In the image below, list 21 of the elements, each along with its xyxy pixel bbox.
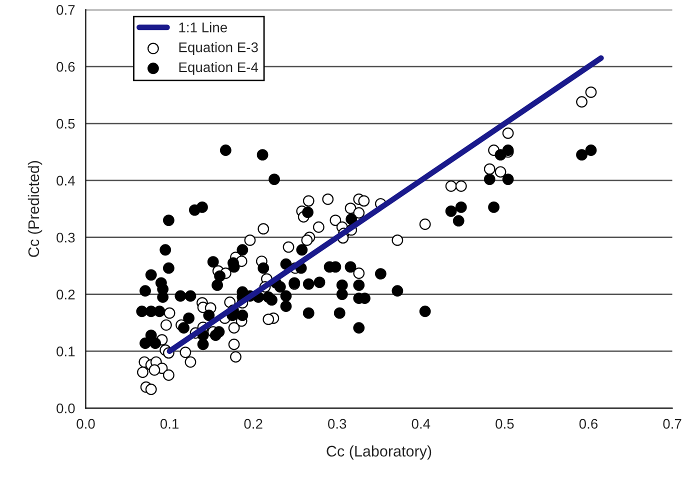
x-tick-label: 0.1 [160, 418, 179, 429]
y-tick-label: 0.0 [56, 403, 75, 414]
x-tick-label: 0.5 [496, 418, 514, 429]
x-tick-label: 0.7 [663, 418, 682, 429]
y-tick-label: 0.3 [56, 232, 75, 243]
legend-label: Equation E-3 [179, 42, 258, 55]
y-tick-label: 0.1 [56, 346, 75, 356]
x-tick-label: 0.2 [244, 418, 262, 429]
x-tick-label: 0.6 [579, 418, 598, 429]
y-tick-label: 0.5 [56, 118, 75, 129]
legend-label: Equation E-4 [179, 62, 258, 75]
x-axis-title: Cc (Laboratory) [326, 445, 432, 460]
y-tick-label: 0.6 [56, 62, 75, 72]
x-tick-label: 0.3 [328, 418, 346, 429]
x-tick-label: 0.4 [412, 418, 430, 429]
y-tick-label: 0.2 [56, 290, 75, 300]
y-tick-label: 0.4 [56, 176, 75, 186]
x-tick-label: 0.0 [76, 418, 95, 429]
y-tick-label: 0.7 [56, 4, 75, 15]
legend-label: 1:1 Line [179, 22, 228, 32]
y-axis-title: Cc (Predicted) [28, 161, 42, 257]
